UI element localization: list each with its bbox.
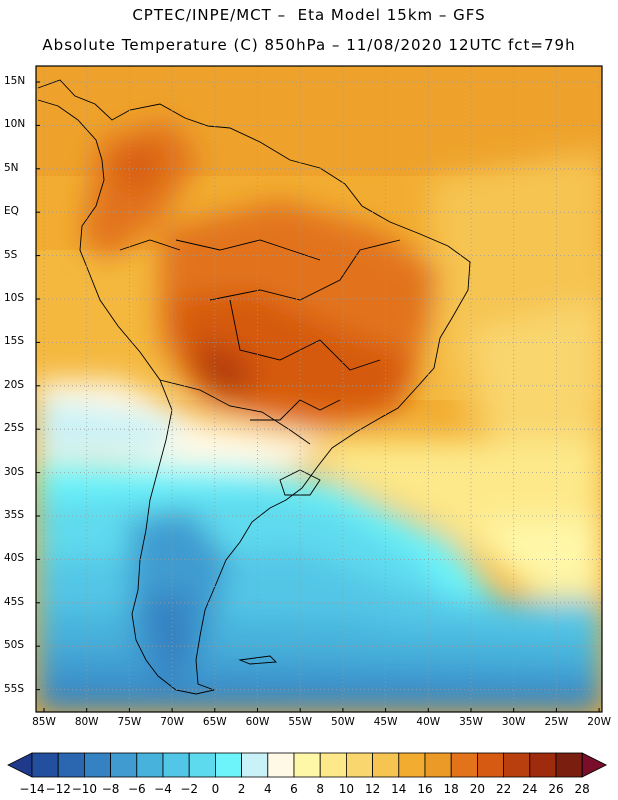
map-frame (35, 65, 603, 713)
colorbar-segment (555, 752, 583, 778)
lon-label: 80W (74, 716, 99, 728)
lon-label: 85W (32, 716, 56, 728)
colorbar-label: −14 (19, 782, 45, 796)
lon-label: 70W (160, 716, 184, 728)
colorbar-segment (188, 752, 216, 778)
lon-label: 25W (544, 716, 569, 728)
lat-label: EQ (4, 205, 19, 218)
colorbar-segment (136, 752, 164, 778)
colorbar (7, 752, 608, 778)
colorbar-segment (31, 752, 59, 778)
colorbar-segment (267, 752, 295, 778)
colorbar-label: 18 (443, 782, 459, 796)
lat-label: 20S (4, 378, 25, 391)
colorbar-label: 12 (364, 782, 381, 796)
colorbar-segment (450, 752, 478, 778)
colorbar-right-arrow (581, 752, 608, 778)
colorbar-label: 10 (338, 782, 355, 796)
colorbar-label: 16 (417, 782, 433, 796)
colorbar-label: −12 (45, 782, 71, 796)
colorbar-label: 28 (574, 782, 590, 796)
colorbar-segment (503, 752, 531, 778)
lon-label: 65W (202, 716, 227, 728)
lon-label: 30W (501, 716, 526, 728)
colorbar-segment (162, 752, 190, 778)
colorbar-label: −8 (101, 782, 120, 796)
colorbar-label: 14 (391, 782, 407, 796)
lat-label: 40S (4, 552, 25, 565)
colorbar-segment (476, 752, 504, 778)
colorbar-label: 22 (495, 782, 512, 796)
colorbar-label: −6 (127, 782, 146, 796)
lon-label: 55W (288, 716, 313, 728)
lat-label: 15S (4, 335, 25, 348)
title-line-2: Absolute Temperature (C) 850hPa – 11/08/… (42, 36, 576, 54)
lat-label: 55S (4, 682, 25, 695)
colorbar-segment (372, 752, 400, 778)
lat-label: 15N (4, 75, 26, 87)
colorbar-label: 0 (211, 782, 220, 796)
lat-label: 30S (4, 465, 25, 478)
lon-label: 45W (373, 716, 398, 728)
lat-label: 5N (4, 161, 19, 174)
colorbar-label: 26 (548, 782, 564, 796)
lon-label: 40W (416, 716, 441, 728)
colorbar-segment (398, 752, 426, 778)
colorbar-segment (110, 752, 138, 778)
lon-label: 35W (459, 716, 483, 728)
lon-label: 50W (331, 716, 355, 728)
lat-label: 5S (4, 248, 18, 261)
colorbar-segment (84, 752, 112, 778)
colorbar-label: 4 (263, 782, 272, 796)
colorbar-label: 2 (237, 782, 246, 796)
colorbar-label: −2 (180, 782, 199, 796)
lat-label: 50S (4, 639, 25, 652)
lon-label: 60W (245, 716, 270, 728)
lat-label: 35S (4, 509, 25, 521)
colorbar-segment (241, 752, 269, 778)
lon-label: 20W (587, 716, 611, 728)
colorbar-label: 24 (522, 782, 538, 796)
lat-label: 10S (4, 292, 25, 304)
colorbar-label: −10 (71, 782, 98, 796)
colorbar-segment (345, 752, 373, 778)
colorbar-segment (319, 752, 347, 778)
lat-label: 45S (4, 595, 25, 608)
colorbar-label: 6 (290, 782, 298, 796)
lon-label: 75W (117, 716, 142, 728)
title-line-1: CPTEC/INPE/MCT – Eta Model 15km – GFS (132, 6, 486, 24)
colorbar-segment (57, 752, 85, 778)
colorbar-label: 20 (469, 782, 486, 796)
colorbar-segment (529, 752, 557, 778)
lat-label: 25S (4, 422, 25, 435)
colorbar-segment (424, 752, 452, 778)
colorbar-label: 8 (316, 782, 325, 796)
colorbar-segment (214, 752, 242, 778)
colorbar-label: −4 (154, 782, 172, 796)
lat-label: 10N (4, 118, 26, 131)
colorbar-left-arrow (7, 752, 33, 778)
colorbar-segment (293, 752, 321, 778)
temperature-field (36, 66, 602, 712)
